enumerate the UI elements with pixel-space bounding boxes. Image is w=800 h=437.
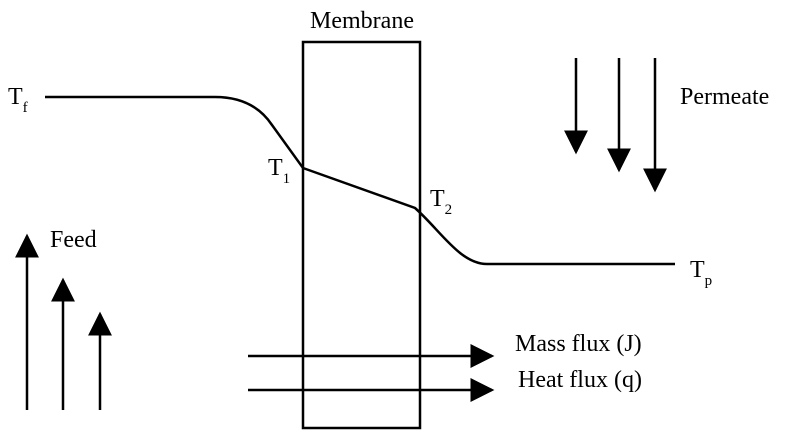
symbol: T: [690, 257, 705, 283]
subscript: 2: [445, 202, 453, 218]
t-1-label: T1: [268, 155, 290, 187]
subscript: f: [23, 100, 28, 116]
mass-flux-label: Mass flux (J): [515, 331, 642, 357]
symbol: T: [430, 186, 445, 212]
subscript: 1: [283, 171, 291, 187]
symbol: T: [8, 84, 23, 110]
feed-label: Feed: [50, 227, 97, 253]
heat-flux-label: Heat flux (q): [518, 367, 642, 393]
permeate-label: Permeate: [680, 84, 769, 110]
subscript: p: [705, 273, 713, 289]
t-2-label: T2: [430, 186, 452, 218]
temperature-profile: [45, 95, 675, 266]
symbol: T: [268, 155, 283, 181]
t-feed-label: Tf: [8, 84, 28, 116]
t-permeate-label: Tp: [690, 257, 712, 289]
membrane-box: [301, 40, 422, 430]
membrane-label: Membrane: [310, 8, 414, 34]
